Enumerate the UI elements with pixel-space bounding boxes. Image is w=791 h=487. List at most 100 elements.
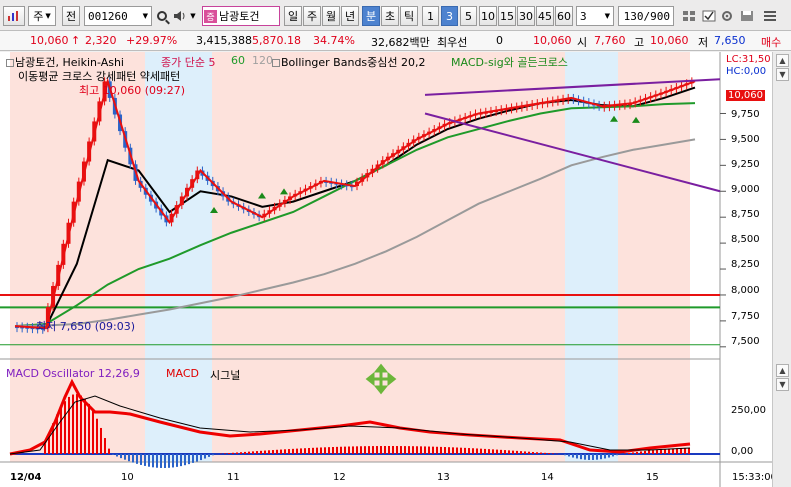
period-minute-button[interactable]: 분 [362,6,380,26]
macd-histogram-bar [128,454,130,462]
interval-5-label: 5 [465,9,472,23]
interval-15-button[interactable]: 15 [498,6,516,26]
interval-3-button[interactable]: 3 [441,6,458,26]
period-second-button[interactable]: 초 [381,6,399,26]
compare-button[interactable] [700,6,718,26]
current-price: 10,060 [30,34,69,47]
period-month-button[interactable]: 월 [322,6,340,26]
macd-histogram-bar [588,454,590,460]
macd-histogram-bar [640,451,642,454]
macd-histogram-bar [440,446,442,454]
macd-histogram-bar [572,454,574,458]
count-input[interactable]: 130/900 [618,6,674,26]
macd-histogram-bar [260,450,262,454]
stock-code-input[interactable]: 001260 ▼ [84,6,152,26]
settings-button[interactable] [718,6,736,26]
macd-histogram-bar [460,447,462,454]
macd-histogram-bar [540,452,542,454]
chart-area[interactable]: 남광토건, Heikin-Ashi 종가 단순 5 60 120 Bolling… [0,52,791,487]
macd-histogram-bar [176,454,178,467]
save-button[interactable] [738,6,756,26]
macd-histogram-bar [684,448,686,454]
macd-histogram-bar [668,448,670,454]
macd-histogram-bar [224,453,226,454]
menu-button[interactable] [760,6,780,26]
macd-histogram-bar [252,451,254,454]
max-price-label: 최고 10,060 (09:27) [79,84,186,97]
sound-button[interactable] [172,6,188,26]
macd-histogram-bar [164,454,166,468]
interval-1-button[interactable]: 1 [422,6,439,26]
vertical-scrollbar[interactable]: ▲ ▼ ▲ ▼ [772,52,791,487]
interval-60-label: 60 [557,9,571,23]
scroll-down-arrow-icon[interactable]: ▼ [776,68,789,81]
macd-histogram-bar [548,453,550,454]
interval-10-button[interactable]: 10 [479,6,497,26]
up-arrow-icon: ↑ [71,34,81,47]
macd-histogram-bar [404,446,406,454]
legend-macd-osc: MACD Oscillator 12,26,9 [6,367,140,380]
price-chart-canvas[interactable] [0,52,791,487]
search-button[interactable] [154,6,170,26]
interval-45-button[interactable]: 45 [536,6,554,26]
macd-histogram-bar [364,446,366,454]
macd-histogram-bar [196,454,198,462]
search-icon [157,11,167,21]
period-tick-button[interactable]: 틱 [400,6,418,26]
stock-mark-badge: 증 [204,9,217,23]
macd-histogram-bar [360,446,362,454]
time-tick: 13 [437,472,450,483]
quote-bar: 10,060 ↑ 2,320 +29.97% 3,415,388 5,870.1… [0,31,791,51]
macd-histogram-bar [464,447,466,454]
macd-histogram-bar [268,450,270,454]
macd-histogram-bar [636,451,638,454]
dropdown-button[interactable]: ▼ [188,6,198,26]
stock-name-field[interactable]: 증 남광토건 [202,6,280,26]
interval-60-button[interactable]: 60 [555,6,573,26]
interval-10-label: 10 [481,9,495,23]
open-value: 7,760 [594,34,626,47]
macd-histogram-bar [628,452,630,454]
scroll-up-arrow-icon[interactable]: ▲ [776,364,789,377]
current-price-tag: 10,060 [726,90,765,101]
macd-histogram-bar [532,451,534,454]
tab-all[interactable]: 전 [62,6,80,26]
interval-select[interactable]: 3 ▼ [576,6,614,26]
macd-histogram-bar [656,449,658,454]
golden-cross-arrow-icon [258,192,266,199]
macd-histogram-bar [680,448,682,454]
macd-histogram-bar [152,454,154,468]
period-week-label: 주 [306,10,318,23]
macd-histogram-bar [496,449,498,454]
macd-histogram-bar [256,451,258,454]
period-year-label: 년 [344,10,356,23]
time-tick: 12/04 [10,472,42,483]
macd-histogram-bar [644,450,646,454]
interval-15-label: 15 [500,9,514,23]
period-year-button[interactable]: 년 [341,6,359,26]
macd-histogram-bar [384,446,386,454]
macd-histogram-bar [244,451,246,454]
interval-30-button[interactable]: 30 [517,6,535,26]
macd-histogram-bar [596,454,598,460]
period-week-button[interactable]: 주 [303,6,321,26]
macd-histogram-bar [400,446,402,454]
scroll-down-arrow-icon[interactable]: ▼ [776,378,789,391]
scroll-up-arrow-icon[interactable]: ▲ [776,54,789,67]
trend-line-lower [424,112,721,193]
chart-settings-button[interactable] [3,6,25,26]
grid-icon [683,11,695,21]
price-tick: 8,250 [731,259,760,270]
period-day-button[interactable]: 일 [284,6,302,26]
indicator-button[interactable] [680,6,698,26]
trend-line-upper [424,78,721,96]
macd-histogram-bar [44,443,46,454]
macd-histogram-bar [188,454,190,465]
macd-histogram-bar [492,449,494,454]
legend-ma60: 60 [231,54,245,67]
macd-histogram-bar [240,452,242,454]
interval-5-button[interactable]: 5 [460,6,477,26]
macd-histogram-bar [428,446,430,454]
price-tick: 8,500 [731,234,760,245]
market-select[interactable]: 주 ▼ [28,6,56,26]
